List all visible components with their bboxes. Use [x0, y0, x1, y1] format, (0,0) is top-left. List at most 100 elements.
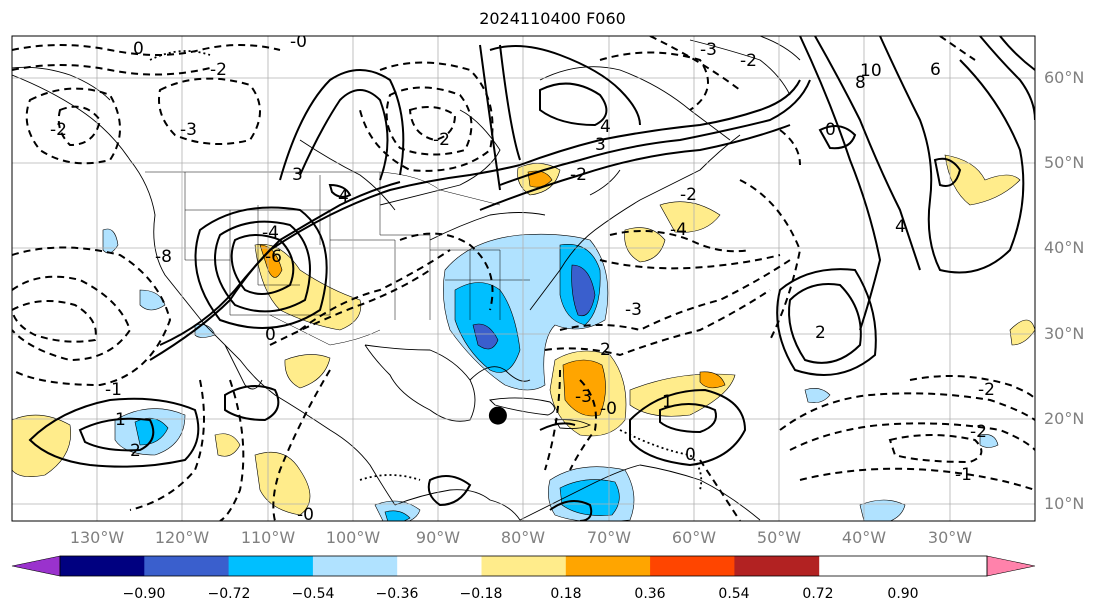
- contour-labels: 0 -0 -3 3 -2 4 -4 -6 -8 -1 1 2 -2 0 6 8 …: [50, 32, 995, 525]
- lon-tick-label: 80°W: [500, 528, 546, 547]
- fill-positive: [624, 227, 666, 263]
- fill-positive-strong: [259, 244, 283, 278]
- lat-tick-label: 60°N: [1044, 68, 1085, 87]
- contour-label: -2: [210, 60, 227, 80]
- colorbar-right-extension: [986, 555, 1036, 577]
- fill-positive: [214, 433, 241, 457]
- fill-negative-mid: [384, 510, 411, 521]
- contour-label: 4: [338, 187, 349, 207]
- colorbar-tick-label: 0.72: [802, 586, 834, 602]
- contour-label: 0: [825, 120, 836, 140]
- colorbar-segment: [734, 556, 820, 576]
- fill-negative: [194, 324, 216, 338]
- colorbar-tick-label: −0.90: [122, 586, 166, 602]
- fill-negative: [859, 499, 906, 521]
- colorbar-segment: [397, 556, 482, 576]
- contour-label: -2: [740, 51, 757, 71]
- map-title: 2024110400 F060: [479, 9, 626, 28]
- contour-label: 0: [133, 39, 144, 59]
- colorbar-segment: [228, 556, 314, 576]
- colorbar-tick-label: 0.18: [550, 586, 582, 602]
- lon-tick-label: 110°W: [240, 528, 296, 547]
- contour-label: 2: [815, 323, 826, 343]
- contour-label: -8: [155, 247, 172, 267]
- contour-label: -3: [700, 40, 717, 60]
- contour-label: -2: [978, 380, 995, 400]
- contour-label: 1: [662, 392, 673, 412]
- contour-label: -4: [670, 220, 687, 240]
- contour-label: -3: [180, 120, 197, 140]
- colorbar-segment: [481, 556, 567, 576]
- contour-label: -2: [433, 130, 450, 150]
- lon-tick-label: 40°W: [841, 528, 887, 547]
- fill-positive-strong: [699, 371, 726, 389]
- contour-label: 3: [595, 135, 606, 155]
- anomaly-fills: [12, 154, 1035, 521]
- contour-label: 8: [855, 73, 866, 93]
- fill-negative-strong: [571, 264, 596, 317]
- negative-contours: [12, 36, 1035, 521]
- fill-negative: [102, 228, 119, 254]
- fill-positive: [1009, 319, 1035, 346]
- lon-tick-label: 130°W: [69, 528, 125, 547]
- contour-label: -4: [262, 223, 279, 243]
- positive-contours: [28, 36, 1035, 521]
- lat-tick-label: 10°N: [1044, 494, 1085, 513]
- lat-tick-label: 30°N: [1044, 324, 1085, 343]
- contour-label: -3: [625, 300, 642, 320]
- colorbar-frame: [59, 555, 988, 577]
- contour-label: -0: [600, 399, 617, 419]
- colorbar-tick-label: −0.18: [459, 586, 503, 602]
- fill-negative: [804, 388, 831, 403]
- contour-label: -2: [970, 422, 987, 442]
- lon-tick-label: 60°W: [671, 528, 717, 547]
- colorbar-segment: [565, 556, 651, 576]
- contour-label: -0: [290, 32, 307, 52]
- contour-label: -3: [575, 387, 592, 407]
- colorbar: [11, 555, 1036, 577]
- lon-tick-label: 100°W: [325, 528, 381, 547]
- map-gridlines: [12, 36, 1035, 521]
- contour-label: 4: [895, 217, 906, 237]
- fill-positive: [659, 201, 721, 233]
- contour-label: 2: [600, 340, 611, 360]
- contour-label: 4: [600, 117, 611, 137]
- contour-label: 0: [685, 445, 696, 465]
- lon-tick-label: 70°W: [586, 528, 632, 547]
- colorbar-tick-label: −0.72: [207, 586, 251, 602]
- colorbar-tick-label: 0.36: [634, 586, 666, 602]
- colorbar-tick-label: −0.54: [291, 586, 335, 602]
- colorbar-tick-label: −0.36: [375, 586, 419, 602]
- map-frame: [11, 35, 1036, 522]
- zero-contours: [149, 50, 703, 491]
- contour-label: 3: [292, 165, 303, 185]
- colorbar-segment: [312, 556, 398, 576]
- lat-tick-label: 50°N: [1044, 153, 1085, 172]
- fill-positive: [254, 451, 311, 516]
- fill-negative-strong: [472, 323, 499, 350]
- fill-positive: [944, 154, 1021, 206]
- colorbar-segment: [144, 556, 230, 576]
- colorbar-left-extension: [11, 555, 61, 577]
- colorbar-tick-label: 0.90: [887, 586, 919, 602]
- lon-tick-label: 120°W: [154, 528, 210, 547]
- storm-center-marker: [488, 406, 507, 425]
- fill-positive: [12, 414, 72, 477]
- contour-label: -2: [570, 165, 587, 185]
- contour-label: 6: [930, 60, 941, 80]
- coastlines: [12, 36, 801, 521]
- fill-negative: [139, 289, 166, 311]
- lon-tick-label: 30°W: [927, 528, 973, 547]
- contour-label: -2: [680, 185, 697, 205]
- fill-negative: [979, 434, 999, 448]
- lon-tick-label: 50°W: [756, 528, 802, 547]
- lat-tick-label: 20°N: [1044, 409, 1085, 428]
- lon-tick-label: 90°W: [415, 528, 461, 547]
- fill-positive-strong: [562, 359, 606, 417]
- contour-label: 0: [265, 325, 276, 345]
- colorbar-segment: [60, 556, 145, 576]
- contour-label: 2: [130, 441, 141, 461]
- contour-label: -0: [297, 505, 314, 525]
- colorbar-segment: [650, 556, 735, 576]
